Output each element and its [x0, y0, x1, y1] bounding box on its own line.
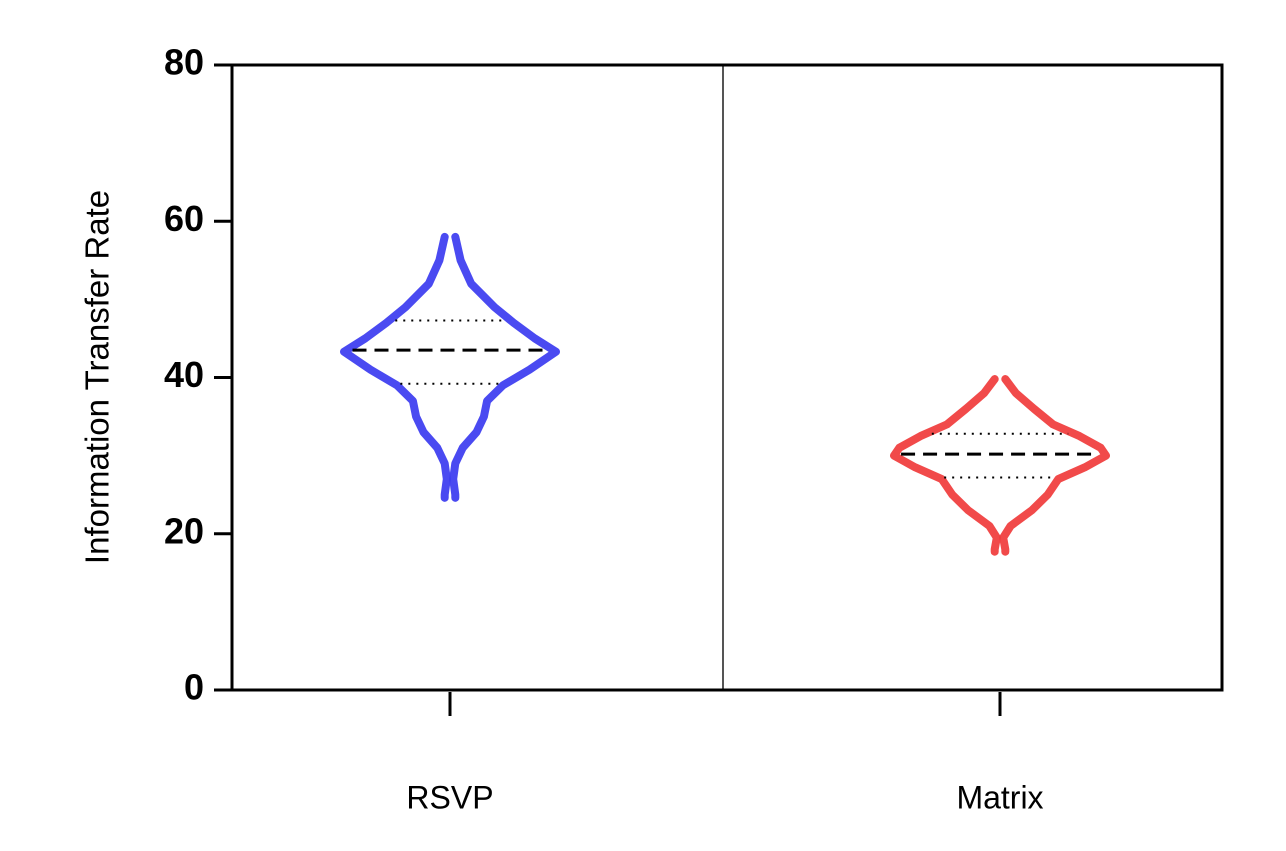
- x-tick-label: Matrix: [956, 779, 1043, 815]
- x-tick-label: RSVP: [406, 779, 493, 815]
- violin-outline: [449, 232, 560, 502]
- y-tick-label: 80: [164, 42, 204, 83]
- y-tick-label: 40: [164, 354, 204, 395]
- violin-outline: [340, 232, 451, 502]
- violin-outline: [999, 375, 1110, 556]
- y-tick-label: 60: [164, 198, 204, 239]
- y-tick-label: 20: [164, 510, 204, 551]
- y-axis-label: Information Transfer Rate: [79, 190, 116, 564]
- y-tick-label: 0: [184, 667, 204, 708]
- violin-outline: [890, 375, 1001, 556]
